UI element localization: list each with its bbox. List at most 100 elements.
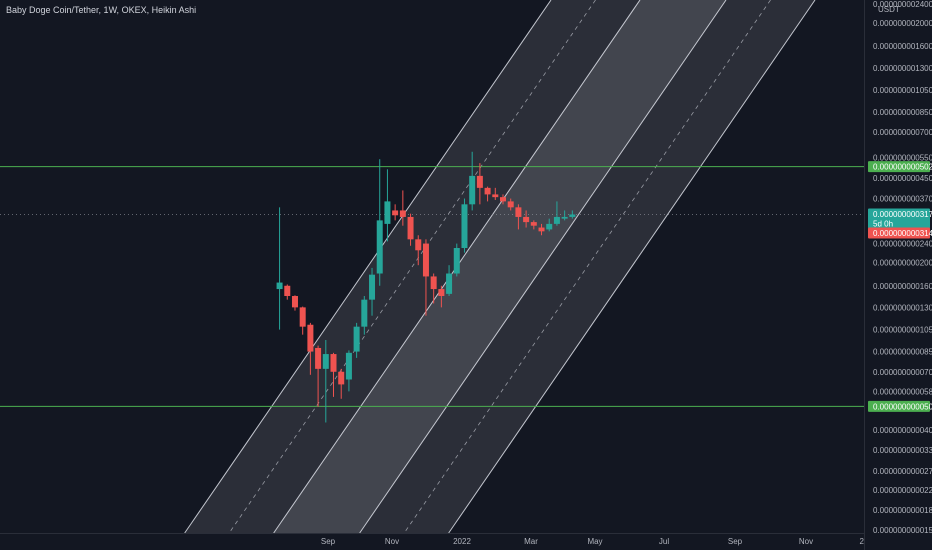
time-axis[interactable]: SepNov2022MarMayJulSepNov20	[0, 533, 869, 550]
candle-body	[291, 296, 298, 308]
candle-body	[438, 289, 445, 297]
price-axis[interactable]: 0.0000000024000 0.0000000020000 0.00000000…	[864, 0, 932, 550]
price-tick-label: 0.0000000007000	[873, 128, 932, 137]
lower-level-badge-value: 0.0000000000502	[873, 402, 932, 411]
candle-down	[523, 210, 530, 228]
price-tick-label: 0.0000000004500	[873, 174, 932, 183]
candle-down	[438, 285, 445, 308]
lower-level-badge: 0.0000000000502	[868, 400, 932, 412]
candle-down	[499, 194, 506, 205]
candle-body	[384, 201, 391, 224]
price-tick-label: 0.0000000024000	[873, 0, 932, 9]
candle-body	[476, 175, 483, 188]
candle-body	[515, 207, 522, 217]
candle-down	[515, 204, 522, 230]
candle-up	[276, 207, 283, 330]
price-tick-label: 0.0000000016000	[873, 42, 932, 51]
candle-up	[322, 340, 329, 423]
channel-line	[184, 0, 552, 534]
candle-body	[276, 282, 283, 290]
candle-down	[407, 213, 414, 246]
price-tick-label: 0.0000000000270	[873, 467, 932, 476]
candle-body	[415, 239, 422, 251]
candle-body	[345, 352, 352, 380]
candle-down	[476, 163, 483, 205]
channel-midline-dashed	[228, 0, 596, 534]
candle-down	[299, 306, 306, 335]
candle-up	[553, 201, 560, 226]
candle-body	[492, 194, 499, 198]
last-price-badge-countdown: 5d 0h	[873, 219, 893, 228]
price-axis-currency: USDT	[878, 5, 900, 14]
candle-body	[353, 326, 360, 352]
candle-down	[392, 204, 399, 221]
candle-down	[399, 190, 406, 226]
time-tick-label: Jul	[659, 537, 669, 546]
chart-title: Baby Doge Coin/Tether, 1W, OKEX, Heikin …	[6, 5, 197, 15]
candle-body	[546, 223, 553, 230]
candle-body	[553, 216, 560, 224]
channel-line	[448, 0, 816, 534]
candle-body	[446, 273, 453, 294]
candle-up	[469, 151, 476, 211]
candle-up	[369, 267, 376, 316]
candle-up	[353, 322, 360, 358]
candle-body	[284, 285, 291, 297]
candle-up	[561, 210, 568, 221]
time-tick-label: Nov	[385, 537, 399, 546]
time-tick-label: May	[587, 537, 602, 546]
price-tick-label: 0.0000000002400	[873, 240, 932, 249]
candle-body	[322, 354, 329, 369]
time-tick-label: Sep	[321, 537, 336, 546]
candle-body	[523, 216, 530, 223]
price-tick-label: 0.0000000013000	[873, 64, 932, 73]
candle-body	[361, 299, 368, 327]
candle-down	[291, 295, 298, 311]
channel-midline-dashed	[403, 0, 771, 534]
price-tick-label: 0.0000000000153	[873, 526, 932, 535]
candle-body	[330, 354, 337, 372]
candle-body	[469, 175, 476, 205]
candle-body	[422, 243, 429, 277]
candle-down	[284, 284, 291, 300]
channel-band-middle	[273, 0, 726, 533]
candle-down	[422, 239, 429, 316]
candle-body	[399, 210, 406, 217]
grid	[0, 0, 864, 533]
candle-body	[561, 216, 568, 219]
candle-body	[484, 187, 491, 195]
candle-body	[530, 222, 537, 226]
channel-bands	[184, 0, 816, 534]
candle-body	[407, 216, 414, 240]
candle-up	[361, 296, 368, 335]
candle-up	[461, 198, 468, 253]
candle-body	[315, 347, 322, 369]
candle-down	[330, 352, 337, 397]
candle-body	[569, 214, 576, 217]
lower-level-badge-box	[868, 400, 930, 412]
upper-level-badge-value: 0.0000000005029	[873, 163, 932, 172]
price-tick-label: 0.0000000000185	[873, 506, 932, 515]
upper-level-badge-box	[868, 161, 930, 173]
time-axis-background	[0, 533, 864, 550]
candle-down	[415, 235, 422, 266]
candle-body	[499, 197, 506, 202]
candles	[276, 151, 576, 423]
candle-up	[376, 159, 383, 286]
horizontal-levels	[0, 166, 864, 407]
price-tick-label: 0.0000000020000	[873, 19, 932, 28]
price-tick-label: 0.0000000005500	[873, 153, 932, 162]
candle-down	[338, 368, 345, 399]
price-tick-label: 0.0000000010500	[873, 86, 932, 95]
candle-body	[453, 248, 460, 274]
price-tick-label: 0.0000000000850	[873, 348, 932, 357]
candle-up	[569, 210, 576, 219]
candle-body	[299, 307, 306, 327]
channel-line	[359, 0, 727, 534]
candle-up	[384, 169, 391, 242]
last-price-badge-value: 0.0000000003175	[873, 210, 932, 219]
candle-body	[369, 274, 376, 300]
candle-down	[315, 345, 322, 407]
plot-background	[0, 0, 864, 533]
